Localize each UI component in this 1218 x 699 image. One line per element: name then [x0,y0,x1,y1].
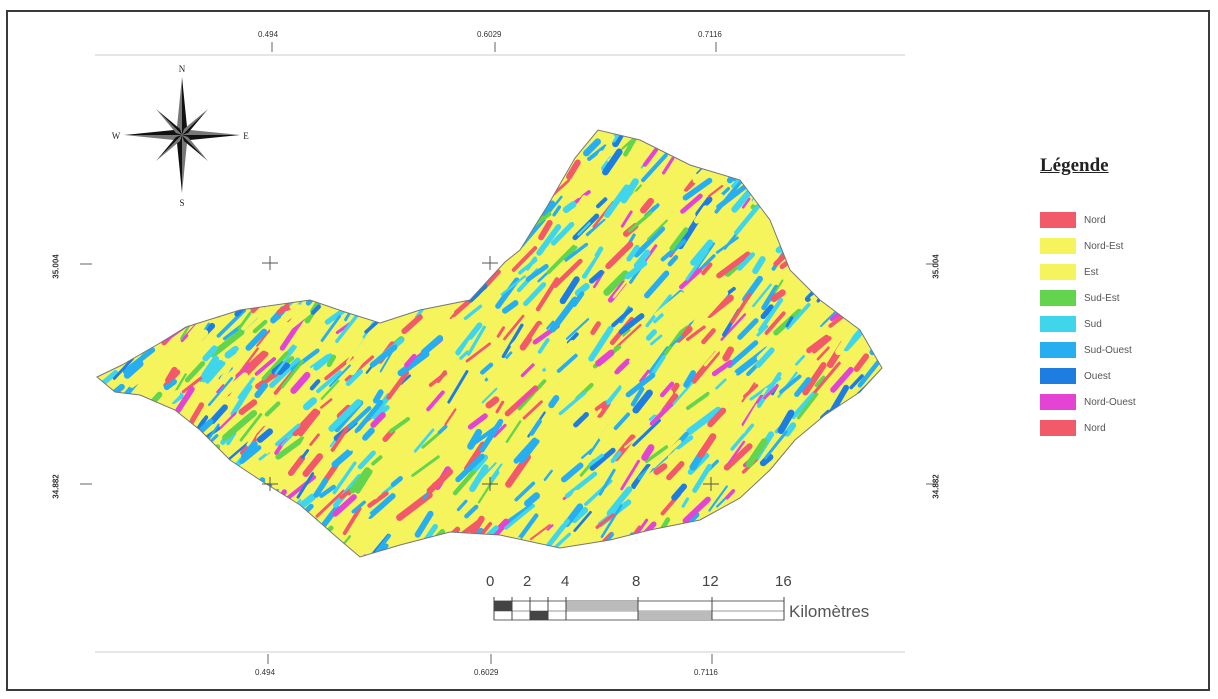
coord-right-1: 35.004 [931,254,941,279]
legend-item: Sud-Est [1040,285,1136,311]
coord-top-2: 0.6029 [477,30,502,39]
coord-right-2: 34.882 [931,474,941,499]
scale-tick-label: 4 [561,573,570,590]
legend-swatch [1040,238,1076,254]
coord-bottom-3: 0.7116 [694,668,718,677]
coord-bottom-2: 0.6029 [474,668,499,677]
compass-s-label: S [179,198,184,208]
legend-swatch [1040,264,1076,280]
legend-label: Nord-Est [1084,240,1124,252]
frame-ticks [80,42,938,664]
scale-tick-label: 0 [486,573,495,590]
legend: Légende Nord Nord-Est Est Sud-Est Sud Sud-Oue… [1040,155,1136,441]
compass-w-label: W [112,131,121,141]
legend-swatch [1040,394,1076,410]
coord-left-1: 35.004 [51,254,61,279]
north-arrow-icon [124,77,240,193]
legend-item: Nord-Est [1040,233,1136,259]
legend-label: Sud-Ouest [1084,344,1132,356]
legend-label: Nord [1084,214,1106,226]
legend-label: Nord [1084,422,1106,434]
scale-unit-label: Kilomètres [789,602,870,621]
legend-item: Nord [1040,415,1136,441]
legend-item: Sud-Ouest [1040,337,1136,363]
scale-tick-label: 16 [775,573,792,590]
legend-swatch [1040,212,1076,228]
legend-item: Ouest [1040,363,1136,389]
legend-label: Est [1084,266,1099,278]
graticule-crosses [262,256,719,491]
scale-tick-label: 8 [632,573,641,590]
legend-label: Ouest [1084,370,1111,382]
compass-e-label: E [243,131,249,141]
legend-label: Sud-Est [1084,292,1120,304]
legend-item: Nord [1040,207,1136,233]
aspect-raster [97,130,882,557]
legend-label: Nord-Ouest [1084,396,1136,408]
legend-label: Sud [1084,318,1102,330]
legend-swatch [1040,420,1076,436]
coord-bottom-1: 0.494 [255,668,276,677]
scale-tick-label: 12 [702,573,719,590]
coord-left-2: 34.882 [51,474,61,499]
legend-item: Nord-Ouest [1040,389,1136,415]
legend-items: Nord Nord-Est Est Sud-Est Sud Sud-Ouest Ouest N… [1040,207,1136,441]
compass-n-label: N [179,64,186,74]
legend-swatch [1040,368,1076,384]
legend-item: Sud [1040,311,1136,337]
legend-title: Légende [1040,155,1109,176]
scale-bar [493,597,785,621]
scale-tick-label: 2 [523,573,532,590]
legend-swatch [1040,290,1076,306]
legend-swatch [1040,316,1076,332]
coord-top-1: 0.494 [258,30,279,39]
legend-item: Est [1040,259,1136,285]
coord-top-3: 0.7116 [698,30,722,39]
legend-swatch [1040,342,1076,358]
